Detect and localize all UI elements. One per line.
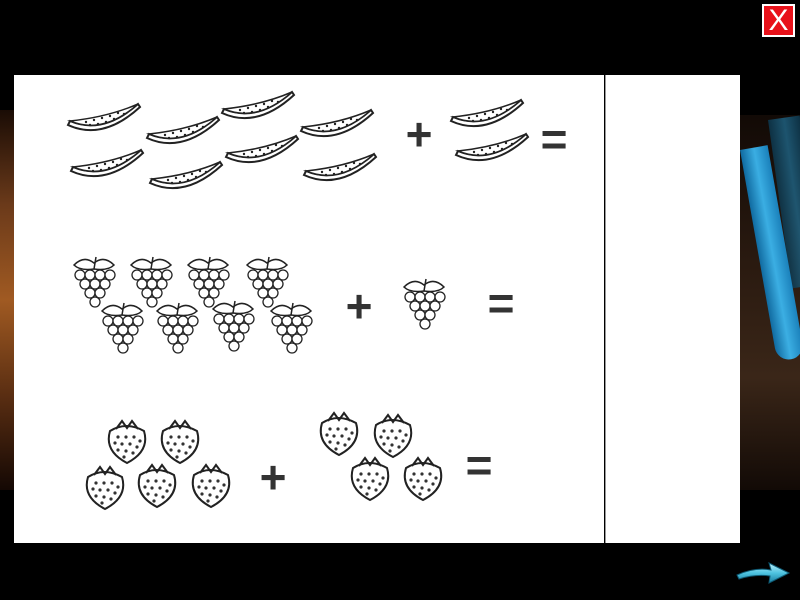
math-worksheet: + = + = +: [14, 75, 604, 543]
row-1-left-group: [67, 91, 377, 190]
grape-icon: [73, 256, 116, 308]
watermelon-icon: [146, 116, 220, 145]
row-3-right-group: [319, 412, 443, 501]
strawberry-icon: [160, 420, 200, 464]
strawberry-icon: [403, 457, 443, 501]
row-2-left-group: [73, 256, 313, 354]
strawberry-icon: [350, 457, 390, 501]
grape-icon: [212, 300, 255, 352]
equals-sign: =: [466, 439, 493, 491]
grape-icon: [270, 302, 313, 354]
row-2-right-group: [403, 278, 446, 330]
grape-icon: [156, 302, 199, 354]
watermelon-icon: [70, 149, 144, 178]
plus-sign: +: [406, 108, 433, 160]
watermelon-icon: [221, 91, 295, 120]
grape-icon: [101, 302, 144, 354]
watermelon-icon: [303, 153, 377, 182]
row-1-right-group: [450, 99, 529, 162]
close-button[interactable]: X: [762, 4, 795, 37]
arrow-right-icon: [736, 562, 791, 584]
watermelon-icon: [67, 103, 141, 132]
watermelon-icon: [225, 135, 299, 164]
answer-panel: [605, 75, 740, 543]
grape-icon: [130, 256, 173, 308]
background-photo-left: [0, 110, 14, 490]
grape-icon: [187, 256, 230, 308]
worksheet-illustration: + = + = +: [67, 91, 568, 510]
watermelon-icon: [149, 161, 223, 190]
plus-sign: +: [346, 280, 373, 332]
strawberry-icon: [373, 414, 413, 458]
watermelon-icon: [455, 133, 529, 162]
row-3-left-group: [85, 420, 231, 510]
strawberry-icon: [85, 466, 125, 510]
next-button[interactable]: [735, 558, 791, 586]
strawberry-icon: [319, 412, 359, 456]
strawberry-icon: [137, 464, 177, 508]
grape-icon: [246, 256, 289, 308]
equals-sign: =: [541, 113, 568, 165]
strawberry-icon: [107, 420, 147, 464]
grape-icon: [403, 278, 446, 330]
equals-sign: =: [488, 277, 515, 329]
strawberry-icon: [191, 464, 231, 508]
watermelon-icon: [300, 109, 374, 138]
watermelon-icon: [450, 99, 524, 128]
plus-sign: +: [260, 451, 287, 503]
